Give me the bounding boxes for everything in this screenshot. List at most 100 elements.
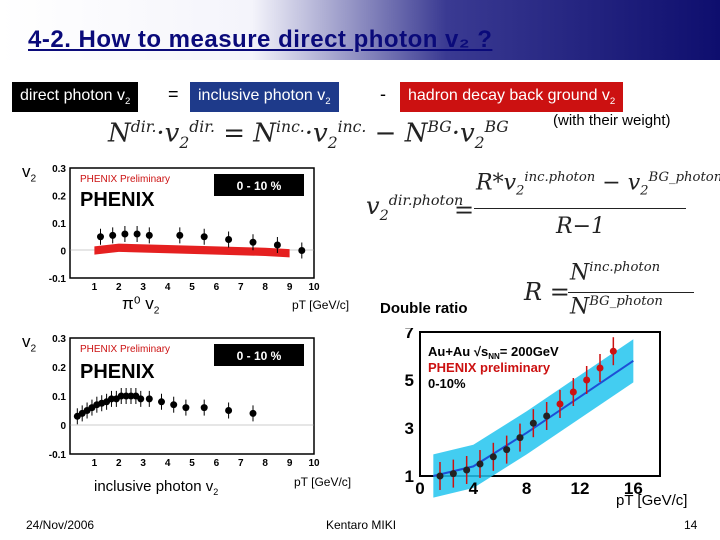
top-ytick: 0 bbox=[60, 247, 66, 258]
double-ratio-label: Double ratio bbox=[380, 300, 468, 317]
top-xtick: 9 bbox=[287, 282, 293, 293]
bot-ytick: 0 bbox=[60, 421, 66, 432]
pi0-band bbox=[94, 243, 290, 258]
bot-xtick: 8 bbox=[262, 458, 268, 469]
direct-photon-label: direct photon v bbox=[20, 87, 125, 104]
v2-direct-formula: v2dir.photon = R*v2inc.photon − v2BG_pho… bbox=[366, 168, 720, 248]
top-point bbox=[133, 230, 141, 238]
ratio-point bbox=[449, 470, 457, 478]
ratio-curve bbox=[433, 359, 634, 477]
hadron-bg-box: hadron decay back ground v2 bbox=[400, 82, 624, 113]
ratio-preliminary: PHENIX preliminary bbox=[428, 360, 551, 375]
bot-point bbox=[158, 398, 165, 406]
top-point bbox=[121, 230, 129, 238]
bot-ytick: 0.3 bbox=[52, 334, 66, 345]
bot-point bbox=[122, 392, 130, 400]
top-plot-xlabel: pT [GeV/c] bbox=[292, 298, 350, 312]
inclusive-photon-label: inclusive photon v bbox=[198, 87, 326, 104]
header-band bbox=[0, 0, 720, 60]
top-point bbox=[298, 247, 306, 254]
pi0-ytick-labels: 0.3 0.2 0.1 0 -0.1 bbox=[49, 164, 67, 285]
ratio-ytick-labels: 7 5 3 1 bbox=[405, 328, 414, 486]
top-plot-caption: π⁰ v2 bbox=[122, 294, 160, 317]
bot-ytick: 0.2 bbox=[52, 363, 66, 374]
top-xtick: 6 bbox=[214, 282, 220, 293]
bot-xtick: 10 bbox=[308, 458, 320, 469]
top-band-shape bbox=[94, 243, 290, 258]
inc-preliminary: PHENIX Preliminary bbox=[80, 344, 170, 355]
minus-sign: - bbox=[380, 84, 386, 104]
ratio-point bbox=[476, 460, 484, 468]
ratio-curve-line bbox=[433, 359, 634, 477]
pi0-phenix-logo: PHENIX bbox=[80, 189, 155, 211]
bot-point bbox=[127, 392, 135, 400]
top-point bbox=[97, 233, 104, 241]
bot-xtick: 4 bbox=[165, 458, 171, 469]
bot-point bbox=[249, 409, 257, 417]
ratio-denominator: NBG_photon bbox=[570, 294, 663, 320]
bot-xtick: 1 bbox=[92, 458, 98, 469]
top-xtick: 3 bbox=[140, 282, 146, 293]
ratio-numerator: Ninc.photon bbox=[570, 260, 661, 286]
top-ytick: 0.2 bbox=[52, 192, 66, 203]
ratio-point bbox=[569, 388, 577, 396]
footer-date: 24/Nov/2006 bbox=[26, 518, 95, 532]
bot-point bbox=[117, 392, 125, 400]
top-point bbox=[249, 238, 257, 246]
ratio-xtick: 8 bbox=[522, 479, 531, 498]
top-ytick: 0.3 bbox=[52, 164, 66, 175]
ratio-ytick: 1 bbox=[405, 467, 414, 486]
bot-xtick: 2 bbox=[116, 458, 122, 469]
bot-point bbox=[107, 395, 115, 403]
inc-points bbox=[73, 388, 257, 425]
bot-xtick: 3 bbox=[140, 458, 146, 469]
v2-direct-numerator: R*v2inc.photon − v2BG_photon bbox=[476, 170, 720, 199]
weight-note: (with their weight) bbox=[553, 112, 671, 129]
inc-phenix-logo: PHENIX bbox=[80, 361, 155, 383]
ratio-points bbox=[436, 337, 617, 490]
ratio-xtick: 12 bbox=[571, 479, 590, 498]
top-point bbox=[225, 236, 233, 243]
top-point bbox=[109, 231, 117, 239]
bot-xtick: 7 bbox=[238, 458, 244, 469]
svg-text:PHENIX: PHENIX bbox=[80, 361, 155, 383]
ratio-point bbox=[463, 466, 471, 474]
ratio-plot-xlabel: pT [GeV/c] bbox=[616, 492, 688, 509]
inc-centrality-box bbox=[214, 344, 304, 366]
ratio-xtick-labels: 0 4 8 12 16 bbox=[415, 479, 643, 498]
inc-xtick-labels: 1 2 3 4 5 6 7 8 9 10 bbox=[92, 458, 320, 469]
top-xtick: 10 bbox=[308, 282, 320, 293]
top-xtick: 5 bbox=[189, 282, 195, 293]
ratio-ytick: 7 bbox=[405, 328, 414, 342]
ratio-point bbox=[596, 364, 604, 372]
v2-direct-eq: = bbox=[454, 196, 475, 224]
ratio-ytick: 3 bbox=[405, 419, 414, 438]
ratio-xtick: 4 bbox=[469, 479, 479, 498]
bot-xtick: 9 bbox=[287, 458, 293, 469]
inclusive-v2-plot: 0.3 0.2 0.1 0 -0.1 1 2 3 4 5 6 7 8 9 10 PHENIX Prelim… bbox=[49, 334, 320, 469]
top-point bbox=[273, 241, 281, 249]
ratio-point bbox=[583, 376, 591, 384]
bottom-plot-ylabel: v2 bbox=[22, 332, 37, 355]
bottom-plot-caption: inclusive photon v2 bbox=[94, 478, 219, 497]
ratio-point bbox=[556, 400, 564, 408]
footer-author: Kentaro MIKI bbox=[326, 518, 397, 532]
bot-xtick: 5 bbox=[189, 458, 195, 469]
bot-point bbox=[145, 395, 153, 403]
bottom-plot-xlabel: pT [GeV/c] bbox=[294, 475, 352, 489]
top-xtick: 7 bbox=[238, 282, 244, 293]
fraction-line bbox=[474, 208, 686, 209]
ratio-point bbox=[529, 419, 537, 427]
top-ytick: 0.1 bbox=[52, 219, 66, 230]
inclusive-photon-box: inclusive photon v2 bbox=[190, 82, 339, 113]
bot-ytick: 0.1 bbox=[52, 392, 66, 403]
ratio-lhs: R = bbox=[524, 278, 570, 306]
ratio-point bbox=[503, 446, 511, 454]
pi0-xtick-labels: 1 2 3 4 5 6 7 8 9 10 bbox=[92, 282, 320, 293]
ratio-ytick: 5 bbox=[405, 371, 414, 390]
pi0-v2-plot: 0.3 0.2 0.1 0 -0.1 1 2 3 4 5 6 7 8 9 10 PHENIX Prelim… bbox=[49, 164, 320, 293]
equals-sign: = bbox=[168, 84, 179, 104]
pi0-preliminary: PHENIX Preliminary bbox=[80, 174, 170, 185]
bot-point bbox=[200, 404, 208, 412]
top-point bbox=[200, 233, 208, 241]
